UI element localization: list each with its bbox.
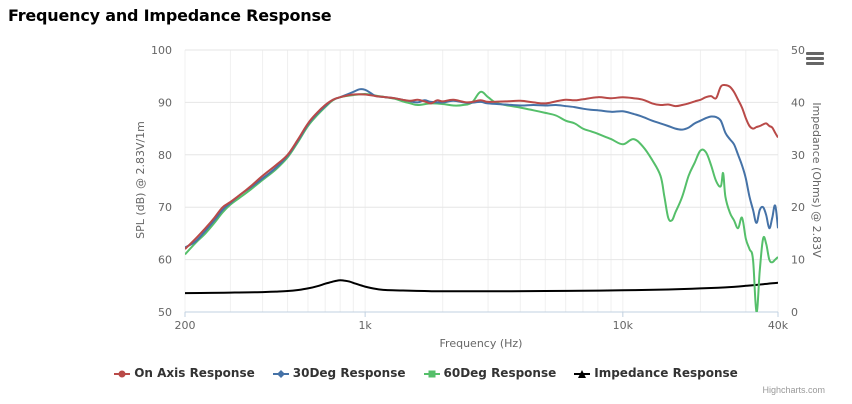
- x-tick-label: 10k: [613, 319, 634, 332]
- x-tick-label: 40k: [768, 319, 789, 332]
- y-left-tick-label: 50: [158, 306, 172, 319]
- y-right-tick-label: 30: [791, 149, 805, 162]
- series-line-30deg-response[interactable]: [185, 88, 778, 249]
- y-right-tick-label: 0: [791, 306, 798, 319]
- credits-link[interactable]: Highcharts.com: [762, 385, 825, 395]
- y-left-tick-label: 90: [158, 96, 172, 109]
- circle-marker-icon: [114, 370, 131, 377]
- menu-icon[interactable]: [806, 52, 824, 66]
- series-line-on-axis-response[interactable]: [185, 83, 778, 250]
- x-axis-title: Frequency (Hz): [440, 337, 523, 350]
- triangle-marker-icon: [574, 369, 591, 378]
- legend: On Axis Response 30Deg Response 60Deg Resp…: [0, 364, 852, 382]
- series-line-impedance-response[interactable]: [185, 279, 778, 295]
- y-right-tick-label: 10: [791, 254, 805, 267]
- y-left-tick-label: 70: [158, 201, 172, 214]
- page-title: Frequency and Impedance Response: [8, 6, 332, 25]
- y-left-tick-label: 100: [151, 44, 172, 57]
- series-layer: [185, 83, 778, 312]
- legend-item-60deg-response[interactable]: 60Deg Response: [423, 366, 557, 380]
- legend-label: 60Deg Response: [443, 366, 557, 380]
- y-right-tick-label: 50: [791, 44, 805, 57]
- x-tick-label: 1k: [358, 319, 372, 332]
- x-tick-label: 200: [175, 319, 196, 332]
- y-left-axis-title: SPL (dB) @ 2.83V/1m: [134, 121, 147, 239]
- grid-layer: [184, 49, 779, 313]
- y-right-tick-label: 40: [791, 96, 805, 109]
- legend-label: Impedance Response: [594, 366, 738, 380]
- legend-item-impedance-response[interactable]: Impedance Response: [574, 366, 738, 380]
- y-left-tick-label: 60: [158, 254, 172, 267]
- y-left-tick-label: 80: [158, 149, 172, 162]
- series-line-60deg-response[interactable]: [185, 90, 778, 312]
- legend-item-on-axis-response[interactable]: On Axis Response: [114, 366, 255, 380]
- legend-label: On Axis Response: [134, 366, 255, 380]
- y-right-axis-title: Impedance (Ohms) @ 2.83V: [810, 102, 823, 258]
- y-right-tick-label: 20: [791, 201, 805, 214]
- legend-item-30deg-response[interactable]: 30Deg Response: [272, 366, 406, 380]
- diamond-marker-icon: [272, 369, 289, 378]
- legend-label: 30Deg Response: [292, 366, 406, 380]
- square-marker-icon: [423, 370, 440, 377]
